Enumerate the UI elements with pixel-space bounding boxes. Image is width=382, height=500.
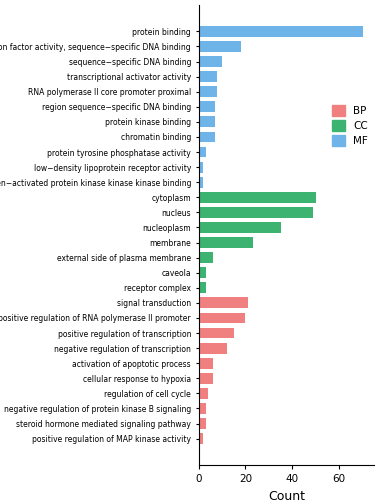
- Bar: [199, 26, 363, 37]
- Bar: [199, 328, 234, 338]
- Bar: [199, 373, 213, 384]
- Bar: [199, 132, 215, 142]
- Bar: [199, 207, 314, 218]
- Bar: [199, 192, 316, 202]
- Bar: [199, 177, 203, 188]
- X-axis label: Count: Count: [268, 490, 305, 500]
- Bar: [199, 282, 206, 293]
- Bar: [199, 298, 248, 308]
- Bar: [199, 237, 253, 248]
- Bar: [199, 41, 241, 52]
- Bar: [199, 56, 222, 67]
- Bar: [199, 268, 206, 278]
- Bar: [199, 71, 217, 82]
- Bar: [199, 102, 215, 112]
- Bar: [199, 433, 203, 444]
- Bar: [199, 222, 281, 233]
- Bar: [199, 342, 227, 353]
- Bar: [199, 116, 215, 128]
- Bar: [199, 252, 213, 263]
- Bar: [199, 418, 206, 429]
- Bar: [199, 358, 213, 368]
- Bar: [199, 312, 246, 324]
- Bar: [199, 162, 203, 172]
- Bar: [199, 403, 206, 414]
- Bar: [199, 146, 206, 158]
- Bar: [199, 86, 217, 97]
- Bar: [199, 388, 208, 399]
- Legend: BP, CC, MF: BP, CC, MF: [329, 102, 371, 150]
